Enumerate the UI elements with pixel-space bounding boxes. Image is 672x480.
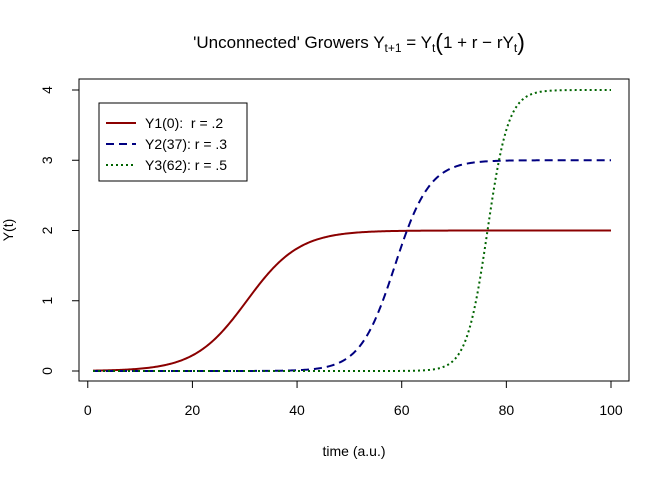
y-tick-label: 4 [39,86,55,94]
chart-title-formula-part: t [514,41,518,55]
chart-title-formula-part: = Y [402,33,432,52]
chart-title-formula-part: t+1 [385,41,402,55]
chart-title-main: 'Unconnected' Growers [193,33,373,52]
x-tick-label: 80 [499,402,515,418]
series-line-1 [92,229,611,372]
y-axis-label: Y(t) [0,219,16,242]
y-axis: 0 1 2 3 4 [39,86,80,375]
y-tick-label: 1 [39,297,55,305]
chart-title-formula-part: Y [373,33,384,52]
legend-label: Y2(37): r = .3 [145,136,227,152]
x-tick-label: 0 [84,402,92,418]
chart-title-formula-part: ) [517,29,525,55]
legend-label: Y3(62): r = .5 [145,157,227,173]
chart-title-formula-part: 1 + r − rY [443,33,514,52]
legend-label: Y1(0): r = .2 [145,115,223,131]
x-tick-label: 20 [185,402,201,418]
series-layer [92,89,611,372]
y-tick-label: 0 [39,367,55,375]
y-tick-label: 3 [39,156,55,164]
series-line-3 [93,89,611,372]
x-tick-label: 40 [289,402,305,418]
x-axis-label: time (a.u.) [322,443,385,459]
series-line-2 [93,159,611,372]
x-axis: 0 20 40 60 80 100 [84,380,623,418]
legend: Y1(0): r = .2 Y2(37): r = .3 Y3(62): r = .… [98,102,248,182]
chart-title-formula-part: t [432,41,436,55]
x-tick-label: 100 [599,402,623,418]
chart-title-formula-part: ( [435,29,443,55]
legend-box [98,102,248,182]
y-tick-label: 2 [39,226,55,234]
x-tick-label: 60 [394,402,410,418]
chart-title: 'Unconnected' Growers Yt+1 = Yt(1 + r − … [193,29,525,55]
